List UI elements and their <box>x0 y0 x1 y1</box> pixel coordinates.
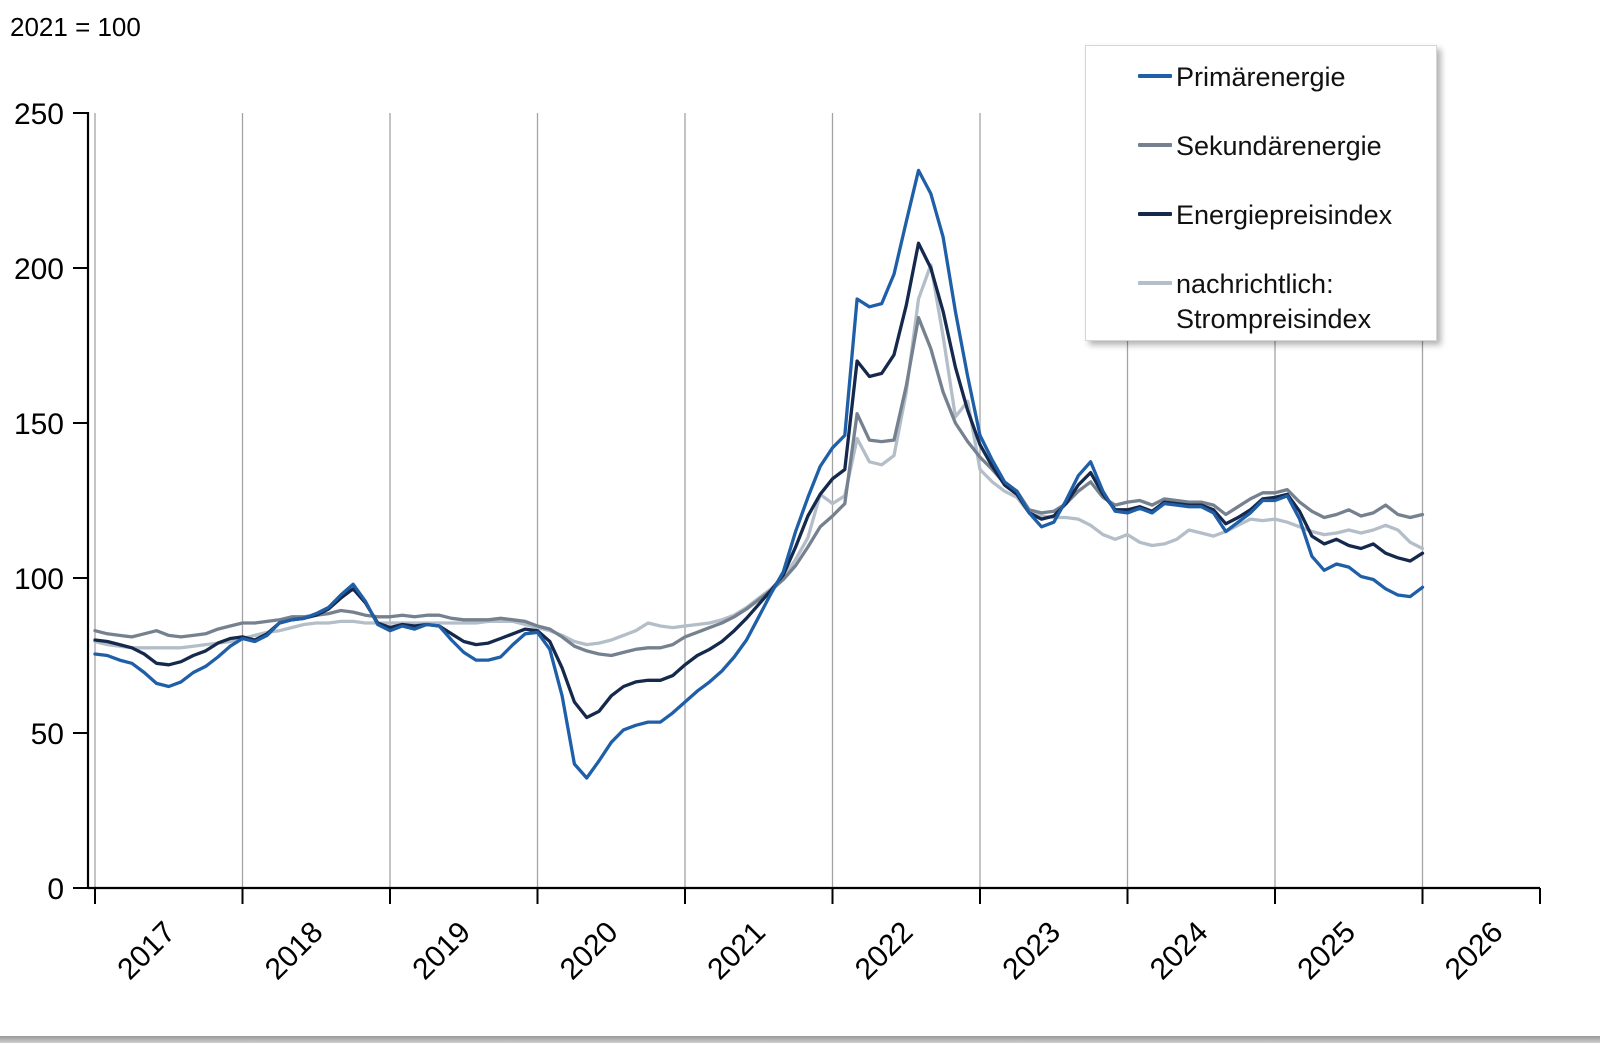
y-tick-label-250: 250 <box>14 98 64 131</box>
legend-label: Energiepreisindex <box>1176 200 1393 230</box>
y-tick-label-100: 100 <box>14 563 64 596</box>
x-tick-label-2020: 2020 <box>554 916 625 987</box>
x-tick-label-2018: 2018 <box>259 916 330 987</box>
index-base-note: 2021 = 100 <box>10 12 141 42</box>
legend-swatch-primaerenergie <box>1138 74 1172 78</box>
y-tick-label-200: 200 <box>14 253 64 286</box>
y-tick-label-0: 0 <box>47 873 64 906</box>
x-tick-label-2019: 2019 <box>406 916 477 987</box>
y-tick-label-150: 150 <box>14 408 64 441</box>
legend-label: nachrichtlich: Strompreisindex <box>1176 269 1372 335</box>
x-tick-label-2021: 2021 <box>701 916 772 987</box>
x-tick-label-2026: 2026 <box>1439 916 1510 987</box>
x-tick-label-2023: 2023 <box>996 916 1067 987</box>
legend-swatch-sekundaerenergie <box>1138 143 1172 147</box>
legend-item-sekundaerenergie: Sekundärenergie <box>1086 129 1436 198</box>
legend-item-primaerenergie: Primärenergie <box>1086 60 1436 129</box>
x-tick-label-2024: 2024 <box>1144 916 1215 987</box>
footer-divider-bar <box>0 1036 1600 1043</box>
y-tick-label-50: 50 <box>31 718 64 751</box>
series-line-0 <box>93 168 1425 780</box>
legend-swatch-energiepreisindex <box>1138 212 1172 216</box>
x-tick-label-2017: 2017 <box>111 916 182 987</box>
legend-label: Sekundärenergie <box>1176 131 1382 161</box>
legend-box: Primärenergie Sekundärenergie Energiepre… <box>1085 45 1437 341</box>
x-tick-label-2025: 2025 <box>1291 916 1362 987</box>
legend-label: Primärenergie <box>1176 62 1346 92</box>
x-tick-label-2022: 2022 <box>849 916 920 987</box>
legend-item-energiepreisindex: Energiepreisindex <box>1086 198 1436 267</box>
legend-item-strompreisindex: nachrichtlich: Strompreisindex <box>1086 267 1436 337</box>
legend-swatch-strompreisindex <box>1138 281 1172 285</box>
